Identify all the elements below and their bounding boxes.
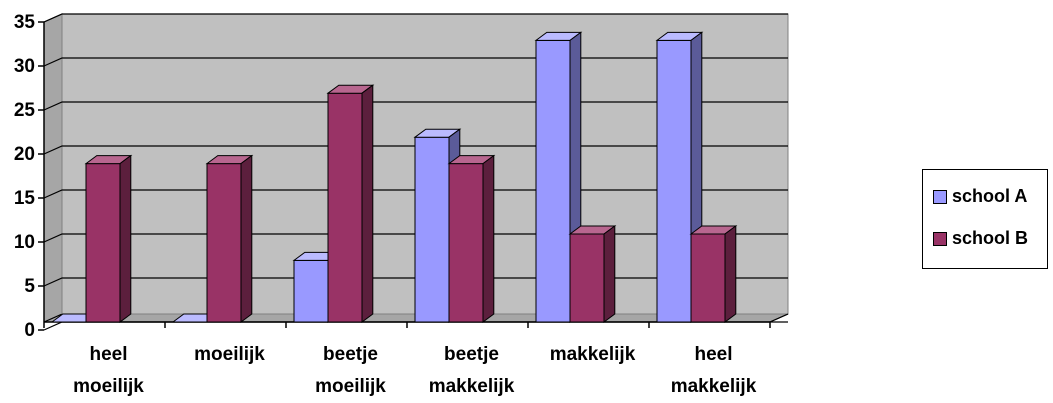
legend-label-school-b: school B xyxy=(952,228,1029,248)
bar-side xyxy=(724,225,737,323)
bar-side xyxy=(603,225,616,323)
x-category-label: beetje xyxy=(444,344,499,365)
bar-front xyxy=(535,39,571,323)
x-category-label: moeilijk xyxy=(315,376,386,397)
bar-front xyxy=(690,233,726,323)
axes xyxy=(38,21,789,331)
y-tick-label: 25 xyxy=(14,100,36,121)
bar xyxy=(326,84,375,323)
bar xyxy=(447,154,496,323)
x-category-label: makkelijk xyxy=(429,376,515,397)
bar-front xyxy=(293,259,329,323)
y-tick-label: 0 xyxy=(24,320,35,341)
y-tick-label: 35 xyxy=(14,12,36,33)
bar xyxy=(205,154,254,323)
bar-front xyxy=(206,163,242,323)
bar-side xyxy=(361,84,374,323)
bar xyxy=(689,225,738,323)
legend-swatch-school-a xyxy=(933,189,947,204)
legend: school A school B xyxy=(922,169,1048,269)
bar-front xyxy=(569,233,605,323)
x-category-label: makkelijk xyxy=(550,344,636,365)
x-category-label: moeilijk xyxy=(73,376,144,397)
x-category-label: heel xyxy=(694,344,732,365)
bar-side xyxy=(119,154,132,323)
y-tick-label: 15 xyxy=(14,188,36,209)
y-tick-label: 20 xyxy=(14,144,35,165)
x-category-label: beetje xyxy=(323,344,378,365)
x-category-label: heel xyxy=(89,344,127,365)
x-category-label: moeilijk xyxy=(194,344,265,365)
legend-item-school-b: school B xyxy=(933,228,1028,249)
y-tick-label: 5 xyxy=(24,276,35,297)
side-wall xyxy=(43,13,63,323)
y-tick-label: 10 xyxy=(14,232,35,253)
bar-front xyxy=(656,39,692,323)
bar xyxy=(568,225,617,323)
y-tick-labels: 0 5 10 15 20 25 30 35 xyxy=(14,12,36,341)
legend-label-school-a: school A xyxy=(952,186,1028,206)
bar-front xyxy=(327,92,363,323)
bar xyxy=(84,154,133,323)
bar-front xyxy=(448,163,484,323)
legend-item-school-a: school A xyxy=(933,186,1027,207)
legend-swatch-school-b xyxy=(933,231,947,246)
gridline xyxy=(43,321,788,331)
gridline xyxy=(43,13,788,23)
x-axis-end xyxy=(769,313,789,323)
x-category-label: makkelijk xyxy=(671,376,757,397)
bar-side xyxy=(240,154,253,323)
bar-side xyxy=(482,154,495,323)
bar-front xyxy=(414,136,450,323)
bars xyxy=(50,31,738,323)
x-category-labels: heel moeilijk moeilijk beetje moeilijk beetje… xyxy=(73,344,757,397)
y-tick-label: 30 xyxy=(14,56,35,77)
bar-front xyxy=(85,163,121,323)
